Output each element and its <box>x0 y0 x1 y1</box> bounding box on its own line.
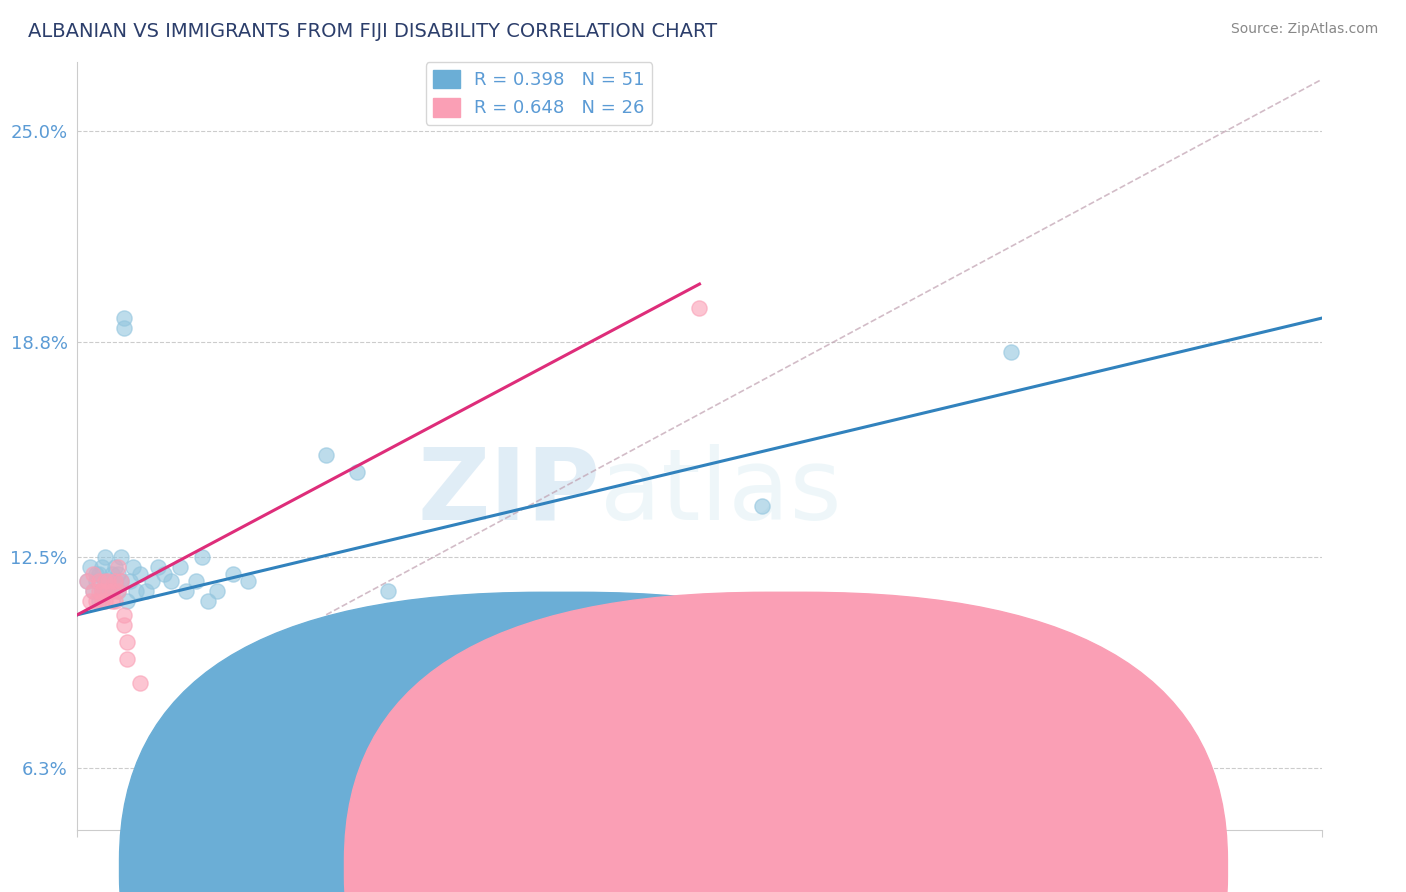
Point <box>207 583 229 598</box>
Point <box>100 594 122 608</box>
Point <box>84 594 107 608</box>
Point <box>107 566 129 581</box>
Point <box>110 574 132 588</box>
Point <box>97 574 120 588</box>
Text: Immigrants from Fiji: Immigrants from Fiji <box>761 852 927 870</box>
Point <box>315 448 337 462</box>
Point <box>115 594 138 608</box>
Point <box>169 560 191 574</box>
Point <box>97 583 120 598</box>
Point <box>1000 345 1022 359</box>
Point <box>79 594 101 608</box>
Point <box>82 583 104 598</box>
Point <box>76 574 98 588</box>
Point <box>115 635 138 649</box>
Point <box>84 566 107 581</box>
Point <box>120 574 142 588</box>
Point <box>533 652 555 666</box>
Point <box>87 594 110 608</box>
Point <box>253 652 276 666</box>
Point <box>87 583 110 598</box>
Point <box>104 574 127 588</box>
Point <box>184 574 207 588</box>
Point <box>104 574 127 588</box>
Point <box>153 566 176 581</box>
Point <box>125 583 148 598</box>
Point <box>107 560 129 574</box>
Point <box>94 574 117 588</box>
Text: Source: ZipAtlas.com: Source: ZipAtlas.com <box>1230 22 1378 37</box>
Point <box>112 607 135 622</box>
Point <box>689 301 711 315</box>
Point <box>87 574 110 588</box>
Point <box>751 499 773 513</box>
Point <box>104 594 127 608</box>
Point <box>100 583 122 598</box>
Text: ZIP: ZIP <box>418 443 600 541</box>
Point <box>84 574 107 588</box>
Point <box>115 652 138 666</box>
Point <box>94 594 117 608</box>
Text: ALBANIAN VS IMMIGRANTS FROM FIJI DISABILITY CORRELATION CHART: ALBANIAN VS IMMIGRANTS FROM FIJI DISABIL… <box>28 22 717 41</box>
Point <box>222 566 245 581</box>
Point <box>100 566 122 581</box>
Point <box>91 560 114 574</box>
Point <box>94 549 117 564</box>
Point <box>128 676 150 690</box>
Point <box>91 583 114 598</box>
Point <box>107 583 129 598</box>
Point <box>110 549 132 564</box>
Point <box>110 574 132 588</box>
Point <box>91 594 114 608</box>
Point <box>159 574 181 588</box>
Point <box>190 549 214 564</box>
Point <box>174 583 197 598</box>
Point <box>82 583 104 598</box>
Legend: R = 0.398   N = 51, R = 0.648   N = 26: R = 0.398 N = 51, R = 0.648 N = 26 <box>426 62 652 125</box>
Point <box>76 574 98 588</box>
Point <box>128 566 150 581</box>
Text: Albanians: Albanians <box>564 852 645 870</box>
Point <box>377 583 399 598</box>
Point <box>112 321 135 335</box>
Point <box>100 583 122 598</box>
Point <box>79 560 101 574</box>
Point <box>148 560 170 574</box>
Point <box>141 574 163 588</box>
Point <box>97 574 120 588</box>
Point <box>104 560 127 574</box>
Point <box>87 566 110 581</box>
Point <box>135 583 157 598</box>
Point <box>122 560 145 574</box>
Point <box>626 635 648 649</box>
Point <box>284 635 307 649</box>
Point <box>107 583 129 598</box>
Point <box>112 311 135 326</box>
Point <box>197 594 219 608</box>
Point <box>346 465 368 479</box>
Point <box>439 703 461 717</box>
Point <box>91 583 114 598</box>
Text: atlas: atlas <box>600 443 842 541</box>
Point <box>238 574 260 588</box>
Point <box>112 618 135 632</box>
Point <box>94 574 117 588</box>
Point <box>82 566 104 581</box>
Point <box>97 583 120 598</box>
